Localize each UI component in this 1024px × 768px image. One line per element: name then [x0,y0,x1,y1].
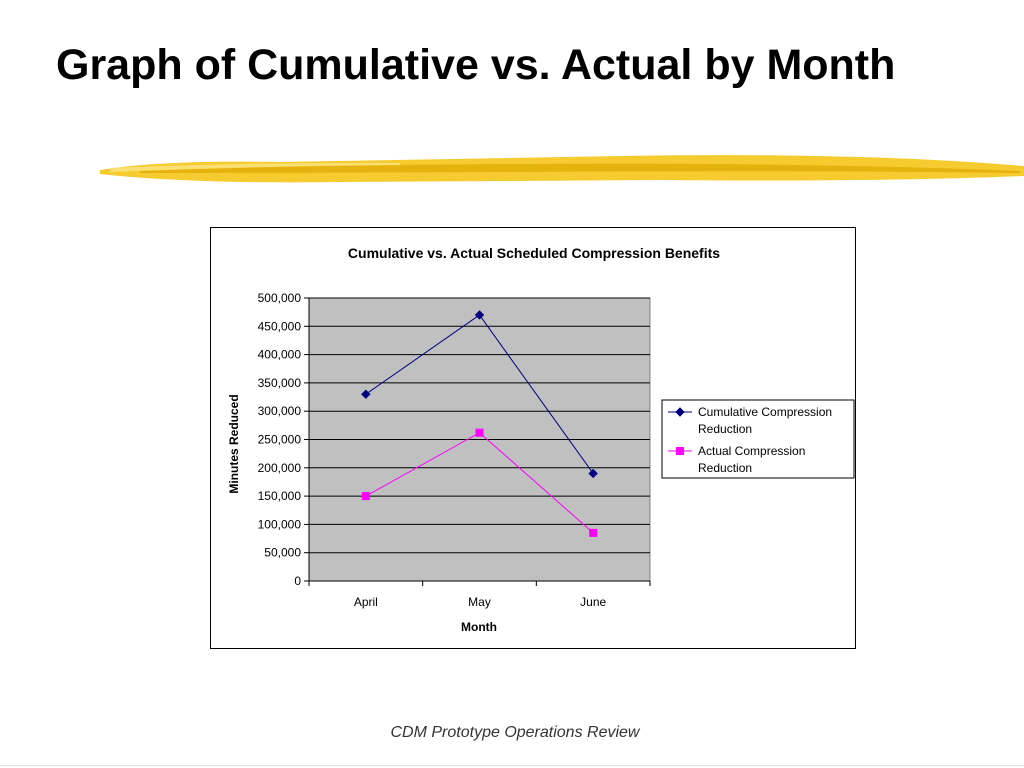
y-tick-label: 300,000 [258,404,302,418]
y-tick-label: 150,000 [258,489,302,503]
y-tick-label: 250,000 [258,433,302,447]
y-tick-label: 450,000 [258,319,302,333]
chart-title: Cumulative vs. Actual Scheduled Compress… [348,245,720,261]
data-point-square [475,428,484,437]
y-tick-label: 500,000 [258,291,302,305]
slide-footer: CDM Prototype Operations Review [390,724,640,741]
y-tick-label: 50,000 [264,546,301,560]
legend-entry-label: Reduction [698,422,752,436]
x-tick-label: June [580,595,606,609]
title-underline-brushstroke [100,155,1024,183]
y-tick-label: 350,000 [258,376,302,390]
slide-title: Graph of Cumulative vs. Actual by Month [56,41,896,89]
data-point-diamond [361,389,371,399]
bottom-divider [0,765,1024,766]
legend-marker-square [676,447,684,455]
legend-entry-label: Reduction [698,461,752,475]
data-point-square [361,492,370,501]
legend-box [661,399,855,479]
legend-entry-label: Actual Compression [698,444,805,458]
chart-frame: Cumulative vs. Actual Scheduled Compress… [210,227,856,649]
x-tick-label: May [468,595,491,609]
legend-marker-diamond [675,407,685,417]
data-point-diamond [474,310,485,320]
y-tick-label: 400,000 [258,348,302,362]
y-tick-label: 100,000 [258,517,302,531]
line-chart: Cumulative vs. Actual Scheduled Compress… [227,245,855,634]
legend-entry-label: Cumulative Compression [698,405,832,419]
data-point-diamond [588,468,598,479]
y-tick-label: 200,000 [258,461,302,475]
x-tick-label: April [354,595,378,609]
data-point-square [589,528,598,537]
y-axis-label: Minutes Reduced [227,394,241,493]
y-tick-label: 0 [294,574,301,588]
x-axis-label: Month [461,620,497,634]
